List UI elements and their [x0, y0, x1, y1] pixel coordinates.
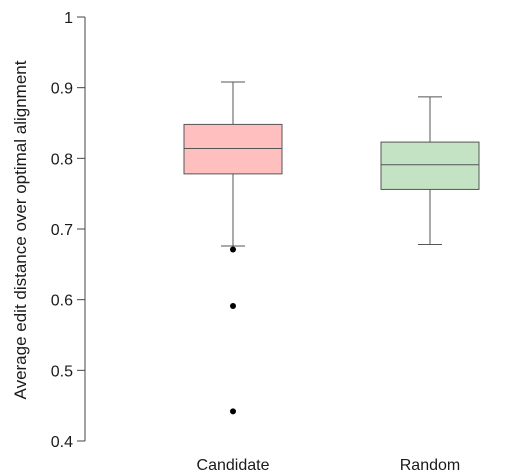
x-category-label: Random — [400, 457, 460, 474]
outlier-point — [230, 246, 236, 253]
iqr-box — [183, 123, 283, 175]
outlier-point — [230, 408, 236, 415]
y-axis-title: Average edit distance over optimal align… — [11, 60, 30, 399]
x-category-label: Candidate — [197, 457, 270, 474]
box-random — [380, 96, 480, 246]
box-candidate — [183, 81, 283, 415]
iqr-box — [380, 141, 480, 190]
y-tick-label: 0.4 — [51, 434, 73, 451]
y-tick-label: 0.8 — [51, 151, 73, 168]
y-tick-label: 0.5 — [51, 363, 73, 380]
y-tick-label: 1 — [64, 10, 73, 27]
y-tick-label: 0.7 — [51, 222, 73, 239]
boxes — [183, 81, 480, 415]
y-tick-label: 0.9 — [51, 81, 73, 98]
x-axis-categories: Candidate Random — [197, 457, 461, 474]
y-tick-label: 0.6 — [51, 293, 73, 310]
outlier-point — [230, 303, 236, 310]
y-axis: 0.4 0.5 0.6 0.7 0.8 0.9 1 — [51, 10, 86, 451]
